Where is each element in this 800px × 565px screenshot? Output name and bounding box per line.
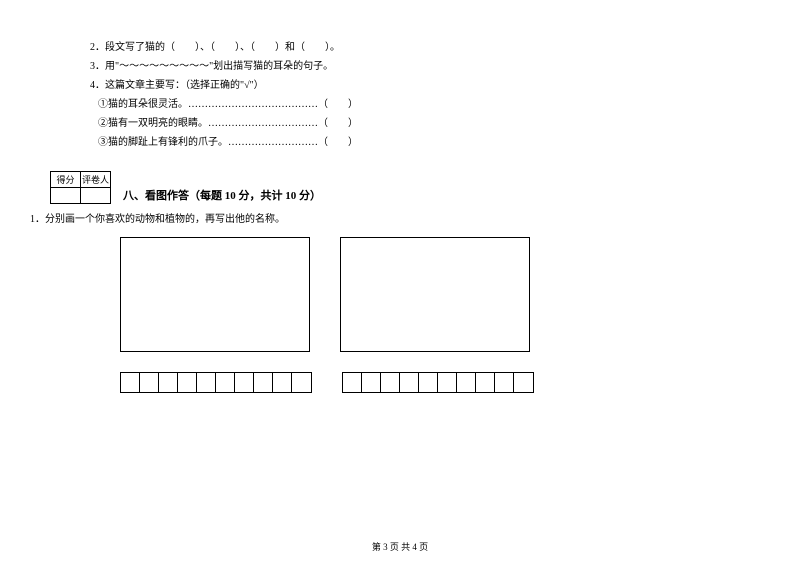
character-cell <box>235 373 254 392</box>
score-value-cell <box>51 188 81 204</box>
character-grid-2 <box>342 372 534 393</box>
instruction-text: 1．分别画一个你喜欢的动物和植物的，再写出他的名称。 <box>30 210 710 225</box>
character-cell <box>159 373 178 392</box>
character-cell <box>140 373 159 392</box>
character-cell <box>400 373 419 392</box>
question-3: 3．用"～～～～～～～～～"划出描写猫的耳朵的句子。 <box>90 59 710 75</box>
character-cell <box>292 373 311 392</box>
table-row <box>51 188 111 204</box>
drawing-box-2 <box>340 237 530 352</box>
character-cell <box>419 373 438 392</box>
character-cell <box>514 373 533 392</box>
question-4-option-2: ②猫有一双明亮的眼睛。……………………………（ ） <box>98 116 710 132</box>
score-table: 得分 评卷人 <box>50 171 111 204</box>
drawing-box-1 <box>120 237 310 352</box>
question-4: 4．这篇文章主要写：（选择正确的"√"） <box>90 78 710 94</box>
character-grid-1 <box>120 372 312 393</box>
question-4-option-1: ①猫的耳朵很灵活。…………………………………（ ） <box>98 97 710 113</box>
character-cell <box>254 373 273 392</box>
character-cell <box>438 373 457 392</box>
character-cell <box>178 373 197 392</box>
character-cell <box>381 373 400 392</box>
question-4-option-3: ③猫的脚趾上有锋利的爪子。………………………（ ） <box>98 135 710 151</box>
character-cell <box>216 373 235 392</box>
grader-label-cell: 评卷人 <box>81 172 111 188</box>
score-label-cell: 得分 <box>51 172 81 188</box>
character-cell <box>495 373 514 392</box>
section-title: 八、看图作答（每题 10 分，共计 10 分） <box>123 187 321 204</box>
character-grids-row <box>120 372 710 393</box>
grader-value-cell <box>81 188 111 204</box>
character-cell <box>273 373 292 392</box>
character-cell <box>457 373 476 392</box>
character-cell <box>476 373 495 392</box>
character-cell <box>121 373 140 392</box>
question-2: 2．段文写了猫的（ ）、（ ）、（ ）和（ ）。 <box>90 40 710 56</box>
character-cell <box>343 373 362 392</box>
score-section-row: 得分 评卷人 八、看图作答（每题 10 分，共计 10 分） <box>90 171 710 204</box>
drawing-boxes-row <box>120 237 710 352</box>
page-footer: 第 3 页 共 4 页 <box>0 540 800 553</box>
table-row: 得分 评卷人 <box>51 172 111 188</box>
character-cell <box>362 373 381 392</box>
character-cell <box>197 373 216 392</box>
